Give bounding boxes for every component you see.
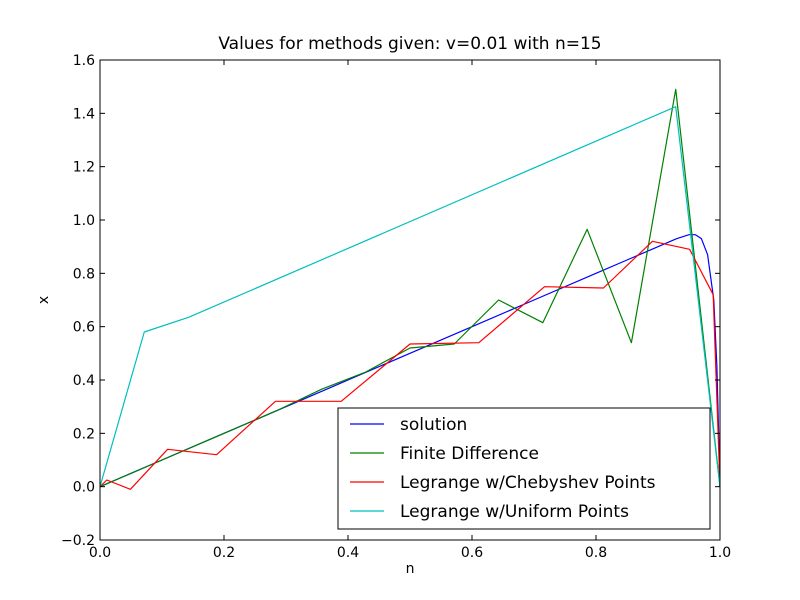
x-tick-label: 1.0 bbox=[709, 545, 731, 561]
series-line-2 bbox=[100, 240, 720, 490]
legend-box bbox=[337, 407, 711, 530]
legend-label-3: Legrange w/Uniform Points bbox=[400, 502, 629, 522]
legend-label-2: Legrange w/Chebyshev Points bbox=[400, 473, 656, 493]
x-tick-label: 0.8 bbox=[585, 545, 607, 561]
series-group bbox=[100, 88, 720, 490]
x-tick-label: 0.4 bbox=[337, 545, 359, 561]
series-line-3 bbox=[100, 106, 720, 487]
plot-frame bbox=[99, 59, 721, 541]
chart-title: Values for methods given: v=0.01 with n=… bbox=[218, 34, 601, 54]
x-tick-label: 0.2 bbox=[213, 545, 235, 561]
y-tick-label: 1.4 bbox=[73, 106, 95, 122]
y-tick-label: 1.6 bbox=[73, 53, 95, 69]
y-tick-label: 0.8 bbox=[73, 266, 95, 282]
y-tick-label: 1.2 bbox=[73, 160, 95, 176]
y-tick-label: −0.2 bbox=[61, 533, 95, 549]
y-tick-label: 0.2 bbox=[73, 426, 95, 442]
y-tick-label: 0.0 bbox=[73, 480, 95, 496]
y-tick-label: 1.0 bbox=[73, 213, 95, 229]
series-line-1 bbox=[100, 88, 720, 488]
y-tick-label: 0.6 bbox=[73, 320, 95, 336]
ticks-group: 0.0 0.2 0.4 0.6 0.8 1.0−0.20.00.20.40.60.81.0… bbox=[61, 53, 731, 561]
x-axis-label: n bbox=[406, 561, 415, 577]
x-tick-label: 0.0 bbox=[89, 545, 111, 561]
x-tick-label: 0.6 bbox=[461, 545, 483, 561]
legend-label-0: solution bbox=[400, 415, 467, 435]
y-axis-label: x bbox=[36, 296, 52, 304]
legend: solution Finite Difference Legrange w/Cheb… bbox=[337, 407, 711, 530]
y-tick-label: 0.4 bbox=[73, 373, 95, 389]
legend-label-1: Finite Difference bbox=[400, 444, 539, 464]
